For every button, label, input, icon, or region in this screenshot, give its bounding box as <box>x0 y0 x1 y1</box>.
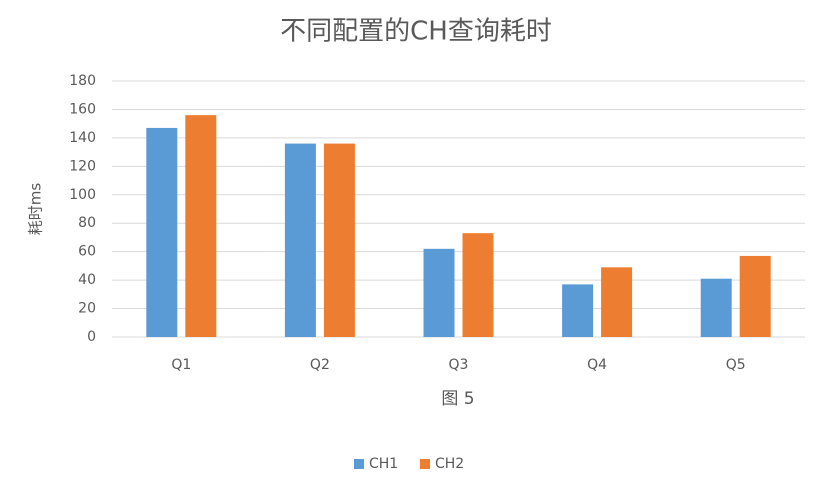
y-tick-label: 120 <box>69 158 96 174</box>
chart-title: 不同配置的CH查询耗时 <box>280 17 552 47</box>
bar <box>423 248 455 337</box>
x-tick-label: Q1 <box>171 357 191 373</box>
legend-label: CH1 <box>369 456 398 472</box>
bar <box>462 233 494 337</box>
bar <box>146 127 178 337</box>
y-axis-label: 耗时ms <box>27 183 45 236</box>
x-axis-label: 图 5 <box>441 389 474 409</box>
y-tick-label: 140 <box>69 130 96 146</box>
bar <box>700 278 732 337</box>
y-tick-label: 40 <box>78 272 96 288</box>
x-tick-label: Q2 <box>310 357 330 373</box>
bar <box>284 143 316 337</box>
bar <box>601 267 633 337</box>
y-tick-label: 0 <box>87 329 96 345</box>
legend-label: CH2 <box>435 456 464 472</box>
bar <box>562 284 594 337</box>
y-tick-label: 20 <box>78 301 96 317</box>
bar <box>739 255 771 337</box>
x-tick-label: Q3 <box>449 357 469 373</box>
x-tick-label: Q5 <box>726 357 746 373</box>
y-tick-label: 100 <box>69 187 96 203</box>
legend-swatch <box>354 459 364 469</box>
legend-swatch <box>420 459 430 469</box>
y-tick-label: 80 <box>78 215 96 231</box>
y-tick-label: 60 <box>78 244 96 260</box>
bar <box>323 143 355 337</box>
y-tick-label: 180 <box>69 73 96 89</box>
x-tick-label: Q4 <box>587 357 607 373</box>
bar <box>185 115 217 337</box>
y-tick-label: 160 <box>69 101 96 117</box>
